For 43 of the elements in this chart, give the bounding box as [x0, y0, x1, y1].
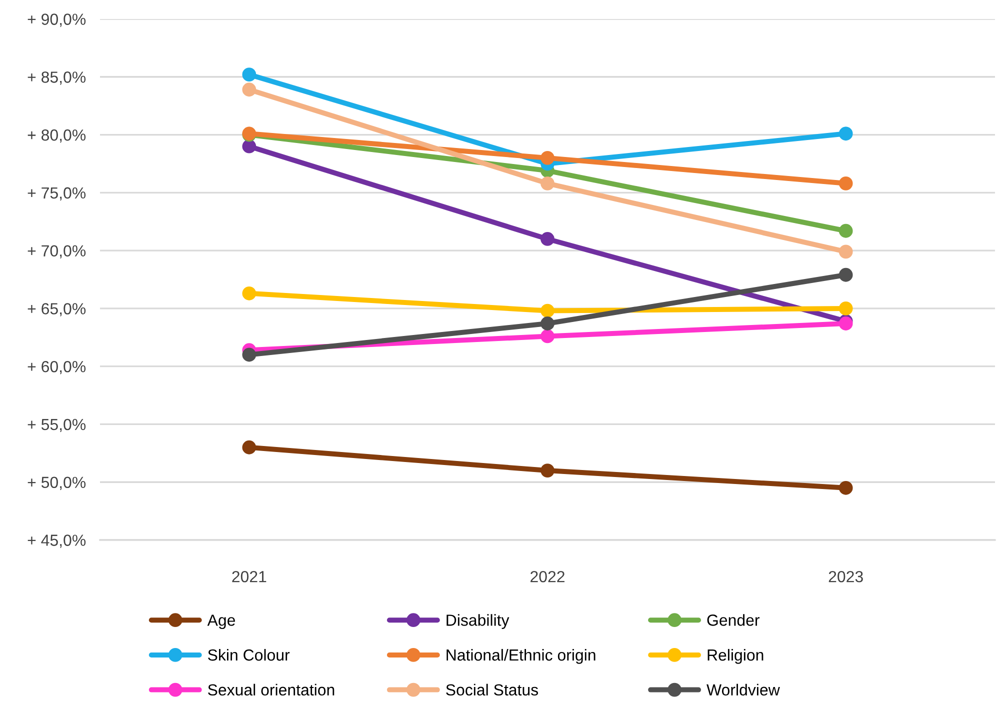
legend-label: Sexual orientation: [208, 684, 334, 696]
x-tick-label: 2023: [828, 570, 863, 582]
point: [242, 82, 256, 97]
y-tick-label: + 65,0%: [28, 303, 86, 316]
point: [838, 126, 853, 141]
point: [838, 224, 853, 238]
point: [242, 286, 256, 300]
point: [838, 316, 853, 330]
y-tick-label: + 60,0%: [28, 360, 86, 374]
y-tick-label: + 55,0%: [28, 418, 86, 432]
y-tick-label: + 50,0%: [28, 476, 86, 490]
point: [838, 244, 853, 259]
y-tick-label: + 90,0%: [28, 14, 86, 27]
legend-label: Age: [207, 614, 235, 630]
x-tick-label: 2021: [232, 570, 266, 582]
point: [540, 304, 554, 318]
point: [838, 268, 853, 282]
legend-label: National/Ethnic origin: [446, 648, 596, 664]
legend-label: Skin Colour: [208, 648, 290, 661]
point: [540, 329, 554, 344]
point: [540, 464, 554, 478]
point: [838, 302, 853, 316]
legend-label: Religion: [708, 648, 764, 664]
point: [540, 176, 554, 190]
point: [838, 480, 853, 495]
legend-label: Gender: [707, 614, 760, 626]
point: [242, 348, 256, 362]
y-tick-label: + 70,0%: [28, 245, 86, 258]
point: [540, 232, 554, 246]
point: [540, 316, 554, 330]
point: [838, 176, 853, 190]
x-tick-label: 2022: [530, 570, 564, 582]
legend-label: Social Status: [446, 684, 538, 696]
y-tick-label: + 80,0%: [28, 129, 86, 143]
y-tick-label: + 75,0%: [28, 187, 86, 200]
y-tick-label: + 85,0%: [28, 72, 86, 85]
y-tick-label: + 45,0%: [28, 534, 86, 548]
legend-label: Worldview: [706, 684, 780, 696]
point: [242, 139, 256, 154]
point: [242, 68, 256, 82]
point: [242, 440, 256, 454]
point: [540, 150, 554, 165]
legend-label: Disability: [446, 614, 510, 630]
